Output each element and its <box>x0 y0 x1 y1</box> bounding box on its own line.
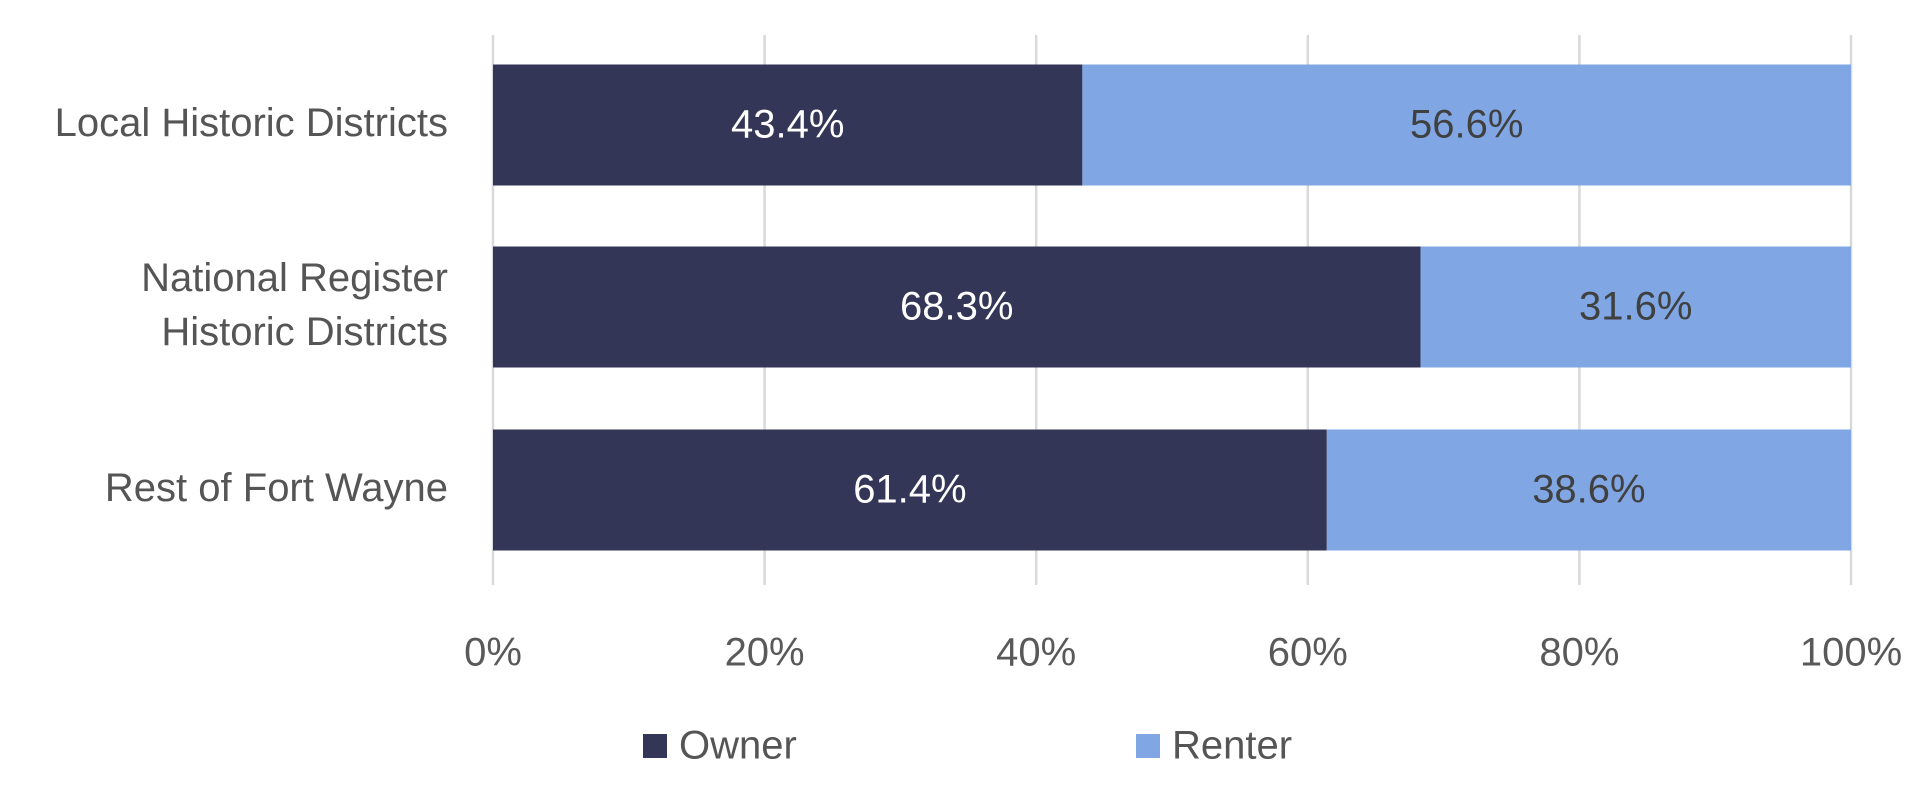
bar-segment-owner <box>493 246 1421 368</box>
data-label: 61.4% <box>853 468 966 512</box>
bar-segment-renter <box>1420 246 1851 368</box>
value-axis: 0% 20% 40% 60% 80% 100% <box>464 631 1902 675</box>
bar-segment-renter <box>1082 64 1851 186</box>
data-label: 43.4% <box>731 103 844 147</box>
x-tick-label: 80% <box>1539 631 1619 675</box>
x-tick-label: 20% <box>725 631 805 675</box>
x-tick-label: 60% <box>1268 631 1348 675</box>
category-label: Local Historic Districts <box>55 101 448 145</box>
legend: Owner Renter <box>643 724 1292 768</box>
legend-label-renter: Renter <box>1172 724 1292 768</box>
legend-label-owner: Owner <box>679 724 797 768</box>
category-label: Rest of Fort Wayne <box>105 466 448 510</box>
data-label: 38.6% <box>1532 468 1645 512</box>
bars: 43.4% 56.6% 68.3% 31.6% 61.4% 38.6% <box>493 64 1851 551</box>
legend-swatch-owner <box>643 734 667 758</box>
data-label: 31.6% <box>1579 285 1692 329</box>
x-tick-label: 0% <box>464 631 522 675</box>
bar-segment-owner <box>493 64 1083 186</box>
data-label: 56.6% <box>1410 103 1523 147</box>
bar-segment-renter <box>1326 429 1851 551</box>
data-label: 68.3% <box>900 285 1013 329</box>
x-tick-label: 40% <box>996 631 1076 675</box>
legend-swatch-renter <box>1136 734 1160 758</box>
bar-segment-owner <box>493 429 1327 551</box>
category-axis: Local Historic Districts National Registe… <box>55 101 448 510</box>
x-tick-label: 100% <box>1800 631 1902 675</box>
category-label: National Register Historic Districts <box>141 256 448 354</box>
